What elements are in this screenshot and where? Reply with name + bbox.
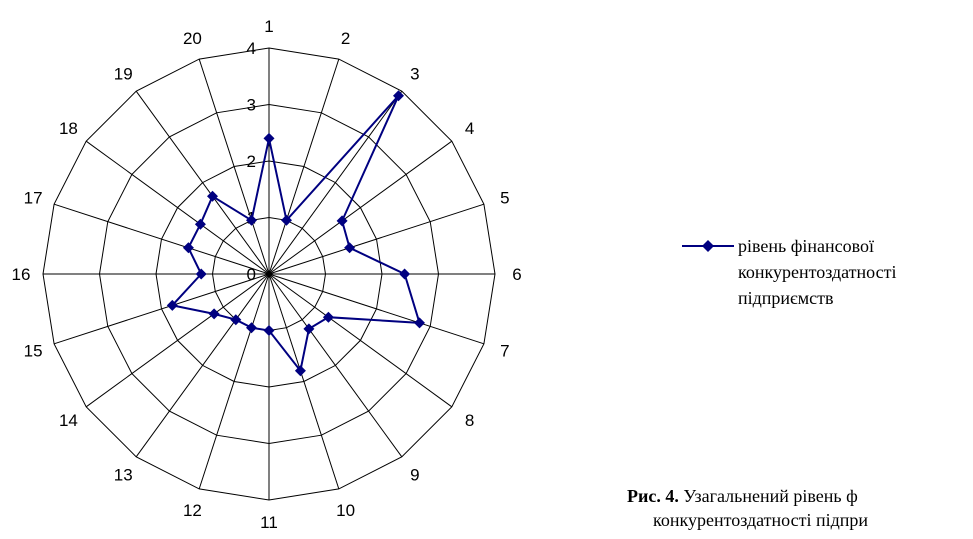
spoke-8 bbox=[268, 273, 453, 408]
category-label: 16 bbox=[12, 265, 31, 284]
category-label: 19 bbox=[114, 64, 133, 83]
data-point bbox=[294, 365, 306, 377]
legend-label-2: конкурентоздатності bbox=[738, 262, 897, 282]
data-point bbox=[399, 268, 411, 280]
spoke-14 bbox=[85, 273, 270, 408]
data-point bbox=[208, 308, 220, 320]
legend: рівень фінансової конкурентоздатності пі… bbox=[680, 233, 970, 311]
category-label: 6 bbox=[512, 265, 521, 284]
legend-marker bbox=[682, 240, 734, 252]
category-label: 12 bbox=[183, 501, 202, 520]
data-point bbox=[263, 132, 275, 144]
data-point bbox=[230, 314, 242, 326]
tick-label: 2 bbox=[247, 152, 256, 171]
data-point bbox=[322, 311, 334, 323]
category-label: 18 bbox=[59, 119, 78, 138]
tick-label: 3 bbox=[247, 96, 256, 115]
spoke-4 bbox=[268, 140, 453, 275]
spoke-18 bbox=[85, 140, 270, 275]
spoke-15 bbox=[53, 273, 270, 345]
category-label: 5 bbox=[500, 188, 509, 207]
caption-line-2: конкурентоздатності підпри bbox=[653, 510, 869, 530]
category-label: 14 bbox=[59, 411, 78, 430]
radar-spokes bbox=[43, 48, 495, 500]
series-line bbox=[170, 95, 421, 374]
data-point bbox=[195, 268, 207, 280]
data-point bbox=[414, 317, 425, 329]
caption-prefix: Рис. 4. bbox=[627, 486, 679, 506]
spoke-10 bbox=[268, 273, 340, 490]
category-label: 11 bbox=[260, 513, 278, 532]
category-label: 8 bbox=[465, 411, 474, 430]
data-point bbox=[246, 322, 257, 334]
category-label: 10 bbox=[336, 501, 355, 520]
spoke-19 bbox=[135, 90, 270, 275]
figure-caption: Рис. 4. Узагальнений рівень ф конкуренто… bbox=[627, 484, 973, 532]
spoke-17 bbox=[53, 203, 270, 275]
spoke-3 bbox=[268, 90, 403, 275]
spoke-7 bbox=[268, 273, 485, 345]
data-point bbox=[207, 190, 218, 202]
category-label: 17 bbox=[24, 188, 43, 207]
category-label: 3 bbox=[410, 64, 419, 83]
data-point bbox=[246, 214, 257, 226]
spoke-12 bbox=[198, 273, 270, 490]
category-label: 4 bbox=[465, 119, 474, 138]
data-point bbox=[194, 218, 206, 230]
category-label: 1 bbox=[264, 17, 273, 36]
data-point bbox=[336, 215, 348, 227]
data-point bbox=[393, 90, 404, 102]
tick-label: 0 bbox=[247, 265, 256, 284]
radial-tick-labels: 01234 bbox=[247, 39, 256, 284]
category-label: 13 bbox=[114, 466, 133, 485]
tick-label: 4 bbox=[247, 39, 256, 58]
category-label: 2 bbox=[341, 29, 350, 48]
data-point bbox=[263, 325, 275, 336]
caption-line-1: Узагальнений рівень ф bbox=[683, 486, 858, 506]
data-series bbox=[166, 90, 425, 377]
category-label: 20 bbox=[183, 29, 202, 48]
spoke-20 bbox=[198, 58, 270, 275]
spoke-2 bbox=[268, 58, 340, 275]
spoke-9 bbox=[268, 273, 403, 458]
data-point bbox=[182, 242, 194, 254]
data-point bbox=[303, 323, 315, 335]
legend-label-3: підприємств bbox=[738, 288, 834, 308]
category-label: 15 bbox=[24, 342, 43, 361]
spoke-13 bbox=[135, 273, 270, 458]
legend-label-1: рівень фінансової bbox=[738, 236, 875, 256]
category-label: 9 bbox=[410, 466, 419, 485]
data-point bbox=[344, 242, 356, 254]
spoke-5 bbox=[268, 203, 485, 275]
category-label: 7 bbox=[500, 342, 509, 361]
data-point bbox=[281, 214, 292, 226]
data-point bbox=[166, 299, 178, 311]
